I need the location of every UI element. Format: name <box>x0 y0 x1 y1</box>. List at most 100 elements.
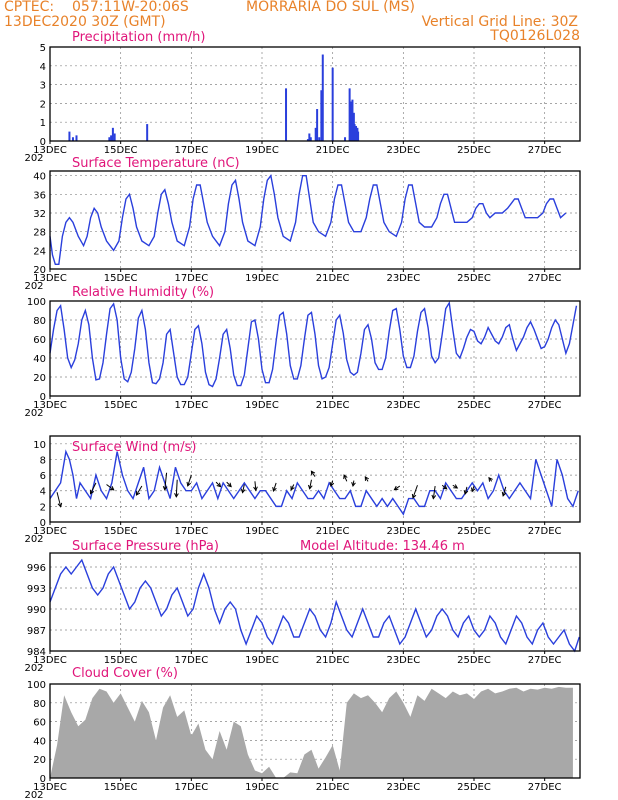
x-tick-label: 21DEC <box>316 145 350 156</box>
panel-title: Precipitation (mm/h) <box>72 30 205 45</box>
x-tick-label: 13DEC <box>33 273 67 284</box>
x-tick-label: 13DEC <box>33 655 67 666</box>
x-tick-label: 15DEC <box>104 273 138 284</box>
x-tick-label: 17DEC <box>174 273 208 284</box>
header-grid-note: Vertical Grid Line: 30Z <box>422 14 578 30</box>
wind-arrow-shaft <box>175 479 178 497</box>
x-tick-label: 15DEC <box>104 145 138 156</box>
wind-arrow-shaft <box>502 486 507 496</box>
wind-arrow-head <box>343 474 348 480</box>
x-tick-label: 27DEC <box>528 526 562 537</box>
precip-bar <box>354 125 357 141</box>
x-tick-label: 21DEC <box>316 273 350 284</box>
wind-arrow-shaft <box>309 479 312 489</box>
y-tick-label: 10 <box>33 440 46 451</box>
x-tick-label: 23DEC <box>386 400 420 411</box>
panel-4: 984 987 990 993 996 13DEC 15DEC 17DEC 19DEC 21DEC… <box>24 539 581 674</box>
wind-arrow-head <box>216 482 222 488</box>
precip-bar <box>316 109 319 141</box>
wind-arrow-head <box>272 486 277 492</box>
header-coords: 057:11W-20:06S <box>72 0 189 15</box>
year-fragment: 202 <box>24 790 43 800</box>
wind-arrow-head <box>351 482 356 487</box>
y-tick-label: 990 <box>27 605 46 616</box>
wind-arrow-shaft <box>90 482 97 494</box>
header-source: CPTEC: <box>4 0 54 15</box>
header-code: TQ0126L028 <box>489 28 580 44</box>
x-tick-label: 21DEC <box>316 526 350 537</box>
year-fragment: 202 <box>24 408 43 419</box>
wind-arrow-head <box>364 475 370 481</box>
x-tick-label: 25DEC <box>457 526 491 537</box>
precip-bar <box>306 139 309 141</box>
wind-arrow-head <box>290 485 295 491</box>
y-tick-label: 4 <box>40 487 46 498</box>
y-tick-label: 984 <box>27 647 46 658</box>
y-tick-label: 3 <box>40 81 46 92</box>
x-tick-label: 17DEC <box>174 145 208 156</box>
precip-bar <box>110 135 113 141</box>
precip-bar <box>320 90 323 141</box>
precip-bar <box>309 137 312 141</box>
y-tick-label: 993 <box>27 584 46 595</box>
x-tick-label: 13DEC <box>33 782 67 793</box>
x-tick-label: 27DEC <box>528 400 562 411</box>
x-tick-label: 15DEC <box>104 526 138 537</box>
wind-arrow-head <box>174 493 179 498</box>
wind-arrow-shaft <box>310 470 316 477</box>
panel-title: Cloud Cover (%) <box>72 666 178 681</box>
x-tick-label: 25DEC <box>457 273 491 284</box>
series-line <box>49 449 579 516</box>
y-tick-label: 40 <box>33 354 46 365</box>
x-tick-label: 19DEC <box>245 526 279 537</box>
y-tick-label: 80 <box>33 316 46 327</box>
precip-bar <box>75 135 78 141</box>
panel-frame <box>49 300 581 397</box>
wind-arrow-head <box>470 487 476 493</box>
x-tick-label: 15DEC <box>104 655 138 666</box>
precip-bar <box>108 137 111 141</box>
precip-bar <box>331 67 334 141</box>
y-tick-label: 0 <box>40 392 46 403</box>
wind-arrow-shaft <box>226 481 232 487</box>
wind-arrow-shaft <box>164 472 168 490</box>
y-tick-label: 20 <box>33 755 46 766</box>
precip-bar <box>350 101 353 141</box>
precip-bar <box>353 124 356 141</box>
year-fragment: 202 <box>24 534 43 545</box>
x-tick-label: 23DEC <box>386 145 420 156</box>
y-tick-label: 40 <box>33 172 46 183</box>
x-tick-label: 15DEC <box>104 782 138 793</box>
wind-arrow-head <box>393 485 399 491</box>
x-tick-label: 19DEC <box>245 655 279 666</box>
wind-arrow-shaft <box>106 484 115 491</box>
wind-arrow-head <box>240 488 246 494</box>
x-tick-label: 17DEC <box>174 526 208 537</box>
wind-arrow-shaft <box>272 482 277 492</box>
x-tick-label: 25DEC <box>457 145 491 156</box>
x-tick-label: 13DEC <box>33 400 67 411</box>
wind-arrow-head <box>227 482 232 488</box>
wind-arrow-shaft <box>187 474 192 487</box>
wind-arrow-shaft <box>343 474 348 482</box>
x-tick-label: 17DEC <box>174 782 208 793</box>
x-tick-label: 23DEC <box>386 526 420 537</box>
y-tick-label: 32 <box>33 209 46 220</box>
panel-title: Relative Humidity (%) <box>72 285 214 300</box>
year-fragment: 202 <box>24 281 43 292</box>
wind-arrow-head <box>411 493 417 499</box>
y-tick-label: 8 <box>40 455 46 466</box>
y-tick-label: 0 <box>40 518 46 529</box>
y-tick-label: 6 <box>40 471 46 482</box>
panel-frame <box>49 552 581 652</box>
header-run: 13DEC2020 30Z (GMT) <box>4 14 166 30</box>
x-tick-label: 19DEC <box>245 273 279 284</box>
wind-arrow-head <box>488 476 493 482</box>
x-tick-label: 19DEC <box>245 782 279 793</box>
header-location: MORRARIA DO SUL (MS) <box>246 0 415 15</box>
y-tick-label: 28 <box>33 228 46 239</box>
x-tick-label: 21DEC <box>316 400 350 411</box>
y-tick-label: 987 <box>27 626 46 637</box>
y-tick-label: 100 <box>27 297 46 308</box>
year-fragment: 202 <box>24 663 43 674</box>
